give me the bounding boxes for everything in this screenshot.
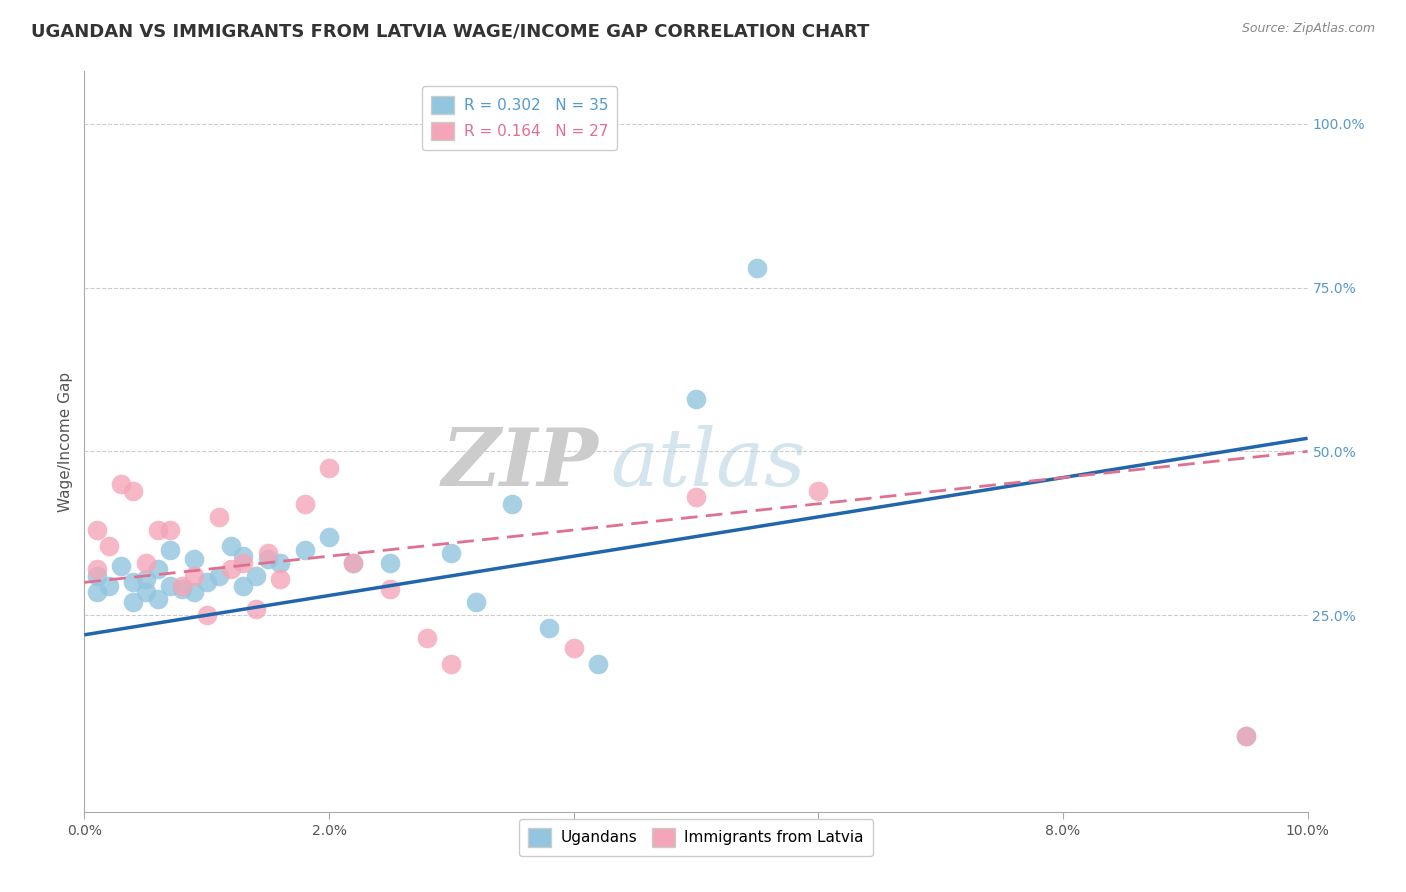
Point	[380, 582, 402, 596]
Point	[807, 483, 830, 498]
Point	[269, 572, 291, 586]
Point	[146, 523, 169, 537]
Point	[464, 595, 486, 609]
Point	[219, 540, 242, 554]
Point	[135, 572, 157, 586]
Point	[294, 497, 316, 511]
Point	[97, 540, 120, 554]
Point	[183, 552, 205, 566]
Point	[502, 497, 524, 511]
Point	[538, 621, 561, 635]
Point	[219, 562, 242, 576]
Point	[159, 542, 181, 557]
Point	[232, 549, 254, 564]
Point	[122, 575, 145, 590]
Text: atlas: atlas	[610, 425, 806, 502]
Point	[747, 260, 769, 275]
Point	[86, 569, 108, 583]
Point	[685, 490, 707, 504]
Point	[1236, 730, 1258, 744]
Point	[86, 523, 108, 537]
Point	[159, 523, 181, 537]
Point	[146, 591, 169, 606]
Point	[416, 631, 439, 645]
Point	[86, 562, 108, 576]
Point	[257, 552, 280, 566]
Point	[294, 542, 316, 557]
Point	[562, 640, 585, 655]
Y-axis label: Wage/Income Gap: Wage/Income Gap	[58, 371, 73, 512]
Point	[195, 575, 218, 590]
Text: UGANDAN VS IMMIGRANTS FROM LATVIA WAGE/INCOME GAP CORRELATION CHART: UGANDAN VS IMMIGRANTS FROM LATVIA WAGE/I…	[31, 22, 869, 40]
Point	[1236, 730, 1258, 744]
Point	[122, 483, 145, 498]
Legend: Ugandans, Immigrants from Latvia: Ugandans, Immigrants from Latvia	[519, 819, 873, 856]
Point	[232, 556, 254, 570]
Point	[122, 595, 145, 609]
Point	[342, 556, 364, 570]
Point	[159, 579, 181, 593]
Point	[172, 582, 194, 596]
Point	[208, 509, 231, 524]
Point	[110, 559, 132, 574]
Point	[183, 585, 205, 599]
Point	[257, 546, 280, 560]
Point	[135, 556, 157, 570]
Point	[183, 569, 205, 583]
Point	[685, 392, 707, 406]
Point	[245, 569, 267, 583]
Point	[269, 556, 291, 570]
Point	[110, 477, 132, 491]
Point	[232, 579, 254, 593]
Text: Source: ZipAtlas.com: Source: ZipAtlas.com	[1241, 22, 1375, 36]
Point	[318, 530, 340, 544]
Point	[440, 546, 463, 560]
Point	[135, 585, 157, 599]
Point	[342, 556, 364, 570]
Point	[586, 657, 609, 672]
Point	[245, 601, 267, 615]
Point	[86, 585, 108, 599]
Point	[146, 562, 169, 576]
Point	[318, 460, 340, 475]
Point	[440, 657, 463, 672]
Point	[172, 579, 194, 593]
Text: ZIP: ZIP	[441, 425, 598, 502]
Point	[208, 569, 231, 583]
Point	[97, 579, 120, 593]
Point	[380, 556, 402, 570]
Point	[195, 608, 218, 623]
